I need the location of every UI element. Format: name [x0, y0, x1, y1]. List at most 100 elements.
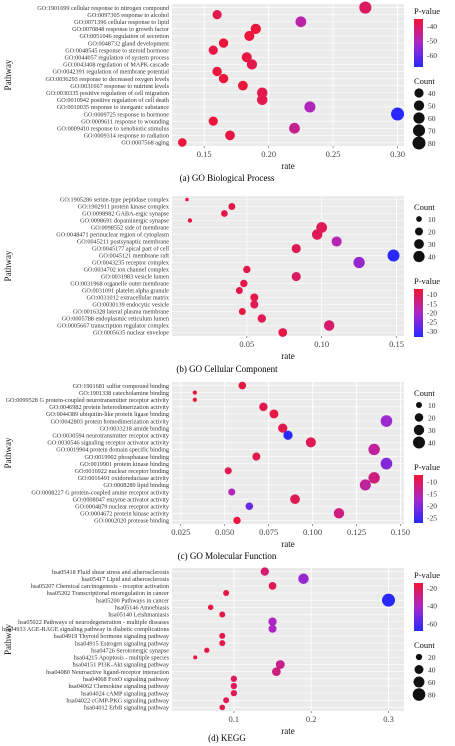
- category-label: GO:0019902 phosphatase binding: [84, 454, 169, 461]
- pvalue-tick-label: -30: [427, 327, 437, 336]
- count-legend-label: 10: [428, 215, 436, 224]
- data-point: [278, 423, 288, 433]
- category-label: GO:1905286 serine-type peptidase complex: [60, 197, 170, 204]
- data-point: [333, 508, 345, 519]
- pvalue-tick-label: -15: [427, 299, 437, 308]
- category-label: hsa04062 Chemokine signaling pathway: [68, 683, 169, 690]
- category-label: GO:0008289 lipid binding: [103, 482, 169, 489]
- category-label: GO:0071396 cellular response to lipid: [74, 19, 170, 26]
- pvalue-legend-title: P-value: [414, 462, 440, 472]
- category-label: GO:0004879 nuclear receptor activity: [75, 503, 170, 510]
- count-legend-dot: [413, 436, 425, 449]
- x-axis-title: rate: [281, 161, 295, 171]
- data-point: [225, 130, 235, 141]
- data-point: [359, 1, 372, 14]
- data-point: [238, 308, 246, 315]
- count-legend-dot: [416, 402, 422, 408]
- data-point: [260, 567, 269, 576]
- pvalue-legend-title: P-value: [414, 570, 440, 580]
- category-label: hsa04151 PI3K-Akt signaling pathway: [73, 662, 170, 669]
- data-point: [268, 582, 277, 590]
- count-legend-dot: [414, 413, 424, 422]
- data-point: [382, 593, 396, 607]
- category-label: GO:0044057 regulation of system process: [65, 54, 170, 61]
- count-legend-label: 40: [428, 665, 436, 674]
- category-label: hsa04012 ErbB signaling pathway: [84, 705, 170, 712]
- data-point: [208, 116, 218, 126]
- x-tick-label: 0.150: [391, 527, 410, 537]
- x-tick-label: 0.20: [261, 149, 276, 159]
- data-point: [387, 249, 400, 262]
- data-point: [185, 197, 189, 202]
- count-legend-title: Count: [414, 202, 435, 212]
- data-point: [235, 287, 243, 294]
- x-tick-label: 0.100: [303, 527, 322, 537]
- data-point: [193, 655, 198, 660]
- data-point: [278, 328, 288, 337]
- x-tick-label: 0.025: [171, 527, 190, 537]
- data-point: [298, 573, 309, 584]
- count-legend-dot: [413, 100, 425, 111]
- category-label: hsa04215 Apoptosis - multiple species: [74, 655, 170, 662]
- data-point: [245, 502, 254, 511]
- plot-background: [172, 382, 404, 524]
- panel-4: hsa05418 Fluid shear stress and atherosc…: [2, 567, 440, 743]
- category-label: GO:0019901 protein kinase binding: [80, 461, 169, 468]
- category-label: hsa05418 Fluid shear stress and atherosc…: [52, 569, 170, 576]
- category-label: GO:0036293 response to decreased oxygen …: [45, 76, 169, 83]
- data-point: [359, 479, 371, 491]
- pvalue-tick-label: -20: [427, 309, 437, 318]
- data-point: [192, 397, 197, 402]
- pvalue-legend-title: P-value: [414, 276, 440, 286]
- x-tick-label: 0.3: [383, 714, 394, 724]
- data-point: [221, 210, 228, 217]
- pvalue-tick-label: -20: [427, 584, 437, 593]
- category-label: GO:0045211 postsynaptic membrane: [77, 239, 169, 246]
- category-label: GO:0031667 response to nutrient levels: [70, 83, 169, 90]
- pvalue-tick-label: -60: [427, 51, 437, 60]
- category-label: hsa04024 cAMP signaling pathway: [81, 690, 170, 697]
- count-legend-label: 40: [428, 438, 436, 447]
- category-label: GO:0009314 response to radiation: [84, 133, 169, 140]
- data-point: [244, 30, 255, 41]
- category-label: GO:0097305 response to alcohol: [87, 12, 169, 19]
- data-point: [219, 632, 226, 639]
- data-point: [223, 590, 230, 597]
- count-legend-title: Count: [414, 640, 435, 650]
- category-label: hsa05207 Chemical carcinogenesis - recep…: [31, 583, 169, 590]
- plot-background: [172, 196, 404, 336]
- data-point: [218, 38, 229, 48]
- x-tick-label: 0.050: [215, 527, 234, 537]
- x-axis-title: rate: [281, 726, 295, 736]
- category-label: GO:0046982 protein heterodimerization ac…: [49, 404, 170, 411]
- data-point: [353, 256, 365, 269]
- category-label: GO:0048545 response to steroid hormone: [65, 47, 169, 54]
- data-point: [219, 640, 226, 647]
- pvalue-colorbar: [414, 289, 423, 337]
- category-label: hsa05022 Pathways of neurodegeneration -…: [18, 619, 169, 626]
- x-tick-label: 0.125: [347, 527, 366, 537]
- category-label: GO:0051046 regulation of secretion: [79, 33, 169, 40]
- count-legend-dot: [413, 250, 425, 263]
- data-point: [275, 660, 285, 669]
- pvalue-tick-label: -10: [427, 478, 437, 487]
- count-legend-label: 80: [428, 690, 436, 699]
- data-point: [257, 314, 267, 323]
- x-axis-title: rate: [281, 351, 295, 361]
- data-point: [269, 409, 279, 419]
- count-legend-dot: [412, 688, 426, 701]
- category-label: GO:0034702 ion channel complex: [84, 267, 170, 274]
- category-label: GO:0016491 oxidoreductase activity: [78, 475, 170, 482]
- count-legend-dot: [415, 227, 423, 236]
- data-point: [238, 381, 247, 390]
- category-label: GO:0031091 platelet alpha granule: [82, 288, 169, 295]
- data-point: [331, 236, 342, 247]
- data-point: [291, 271, 301, 282]
- panel-caption: (b) GO Cellular Component: [176, 364, 278, 374]
- data-point: [368, 472, 380, 484]
- y-axis-title: Pathway: [3, 624, 13, 655]
- count-legend-label: 20: [428, 653, 436, 662]
- count-legend-title: Count: [414, 388, 435, 398]
- x-tick-label: 0.30: [390, 149, 405, 159]
